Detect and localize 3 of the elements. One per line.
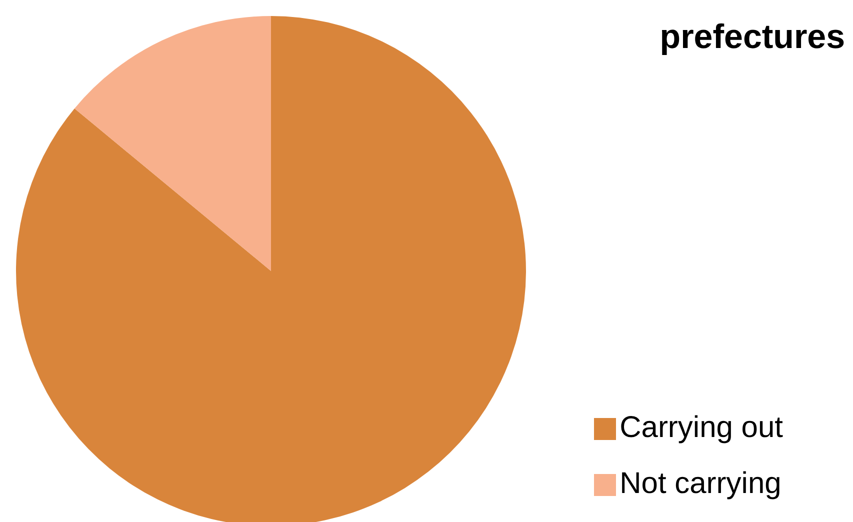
legend-label: Not carrying (620, 467, 782, 500)
chart-title: prefectures (660, 18, 845, 57)
legend-label: Carrying out (620, 411, 783, 444)
